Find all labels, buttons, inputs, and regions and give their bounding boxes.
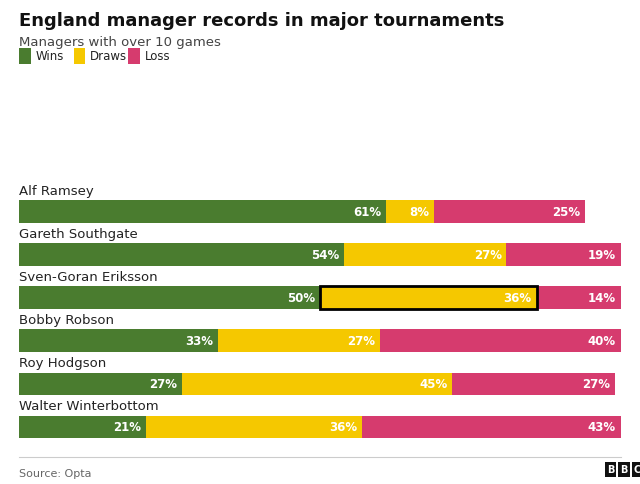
Text: Wins: Wins (36, 50, 64, 62)
Text: 19%: 19% (588, 248, 616, 261)
Text: 45%: 45% (419, 378, 447, 391)
Bar (536, 287, 621, 309)
Bar (386, 201, 435, 223)
Text: 27%: 27% (348, 334, 375, 348)
Text: Loss: Loss (145, 50, 170, 62)
Bar (320, 287, 536, 309)
Text: Roy Hodgson: Roy Hodgson (19, 356, 106, 369)
Bar (452, 373, 615, 395)
Bar (19, 330, 218, 352)
Text: 61%: 61% (353, 205, 381, 218)
Text: 21%: 21% (113, 421, 141, 434)
Text: 36%: 36% (504, 291, 532, 304)
Bar (362, 416, 621, 438)
Bar (19, 416, 145, 438)
Text: Managers with over 10 games: Managers with over 10 games (19, 36, 221, 49)
Bar (344, 244, 506, 266)
Text: Walter Winterbottom: Walter Winterbottom (19, 399, 159, 412)
Text: Draws: Draws (90, 50, 127, 62)
Bar (145, 416, 362, 438)
Text: B: B (620, 465, 628, 474)
Bar (506, 244, 621, 266)
Bar (380, 330, 621, 352)
Bar (320, 287, 536, 309)
Text: 43%: 43% (588, 421, 616, 434)
Bar (19, 287, 320, 309)
Text: 50%: 50% (287, 291, 315, 304)
Bar (19, 201, 386, 223)
Text: Bobby Robson: Bobby Robson (19, 313, 114, 326)
Bar (19, 244, 344, 266)
Text: 14%: 14% (588, 291, 616, 304)
Text: Source: Opta: Source: Opta (19, 468, 92, 478)
Bar (182, 373, 452, 395)
Text: England manager records in major tournaments: England manager records in major tournam… (19, 12, 504, 30)
Text: Gareth Southgate: Gareth Southgate (19, 227, 138, 240)
Text: 27%: 27% (582, 378, 610, 391)
Text: 8%: 8% (410, 205, 429, 218)
Text: Alf Ramsey: Alf Ramsey (19, 184, 94, 197)
Text: 27%: 27% (149, 378, 177, 391)
Text: 54%: 54% (311, 248, 339, 261)
Text: 27%: 27% (474, 248, 502, 261)
Text: 25%: 25% (552, 205, 580, 218)
Text: B: B (607, 465, 614, 474)
Text: 40%: 40% (588, 334, 616, 348)
Text: Sven-Goran Eriksson: Sven-Goran Eriksson (19, 271, 158, 283)
Bar (435, 201, 585, 223)
Bar (218, 330, 380, 352)
Text: C: C (634, 465, 640, 474)
Bar (19, 373, 182, 395)
Text: 36%: 36% (329, 421, 357, 434)
Text: 33%: 33% (185, 334, 213, 348)
